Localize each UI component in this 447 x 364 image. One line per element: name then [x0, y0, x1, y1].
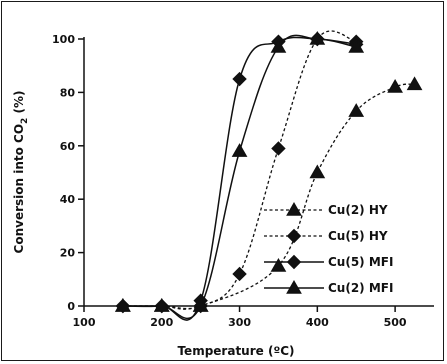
series-0 — [115, 76, 423, 312]
y-tick-label: 40 — [60, 193, 76, 206]
legend-marker — [286, 279, 302, 294]
legend-marker — [286, 228, 302, 244]
y-tick-label: 80 — [60, 86, 76, 99]
x-tick-label: 400 — [306, 316, 329, 329]
legend-item: Cu(2) MFI — [264, 279, 393, 295]
x-tick-label: 200 — [150, 316, 173, 329]
legend-item: Cu(5) HY — [264, 228, 388, 244]
legend-item: Cu(5) MFI — [264, 254, 393, 270]
x-tick-label: 500 — [384, 316, 407, 329]
legend-marker — [286, 201, 302, 216]
legend-label: Cu(5) MFI — [328, 255, 393, 269]
y-tick-label: 60 — [60, 140, 76, 153]
legend-label: Cu(2) MFI — [328, 281, 393, 295]
data-point — [115, 297, 131, 312]
x-tick-label: 300 — [228, 316, 251, 329]
legend-label: Cu(2) HY — [328, 203, 388, 217]
y-tick-label: 100 — [52, 33, 75, 46]
x-axis-title: Temperature (ºC) — [177, 344, 294, 358]
series-line — [122, 83, 415, 310]
y-axis-title: Conversion into CO2 (%) — [12, 91, 30, 254]
legend-marker — [286, 254, 302, 270]
y-tick-label: 0 — [67, 300, 75, 313]
data-point — [270, 39, 287, 53]
legend: Cu(2) HY Cu(5) HY Cu(5) MFI Cu(2) MFI — [264, 201, 393, 295]
data-point — [271, 141, 286, 156]
x-tick-label: 100 — [73, 316, 96, 329]
data-point — [309, 164, 326, 179]
data-point — [270, 257, 287, 272]
data-point — [231, 143, 248, 157]
data-point — [406, 76, 423, 91]
legend-item: Cu(2) HY — [264, 201, 388, 217]
data-point — [387, 79, 403, 93]
data-point — [348, 103, 365, 117]
legend-label: Cu(5) HY — [328, 229, 388, 243]
data-point — [232, 71, 247, 87]
series-layer — [115, 30, 423, 321]
data-point — [232, 266, 247, 282]
data-point — [192, 297, 209, 312]
data-point — [153, 297, 170, 312]
data-point — [309, 30, 326, 45]
series-3 — [115, 30, 365, 320]
y-tick-label: 20 — [60, 247, 76, 260]
data-point — [348, 39, 365, 53]
